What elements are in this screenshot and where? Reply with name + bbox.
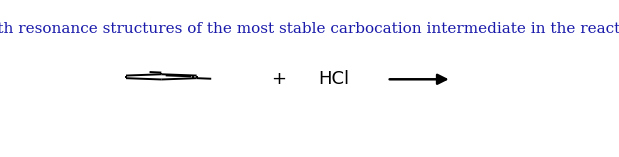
Text: Draw both resonance structures of the most stable carbocation intermediate in th: Draw both resonance structures of the mo…	[0, 22, 619, 36]
Text: +: +	[271, 70, 287, 88]
Text: HCl: HCl	[318, 70, 350, 88]
